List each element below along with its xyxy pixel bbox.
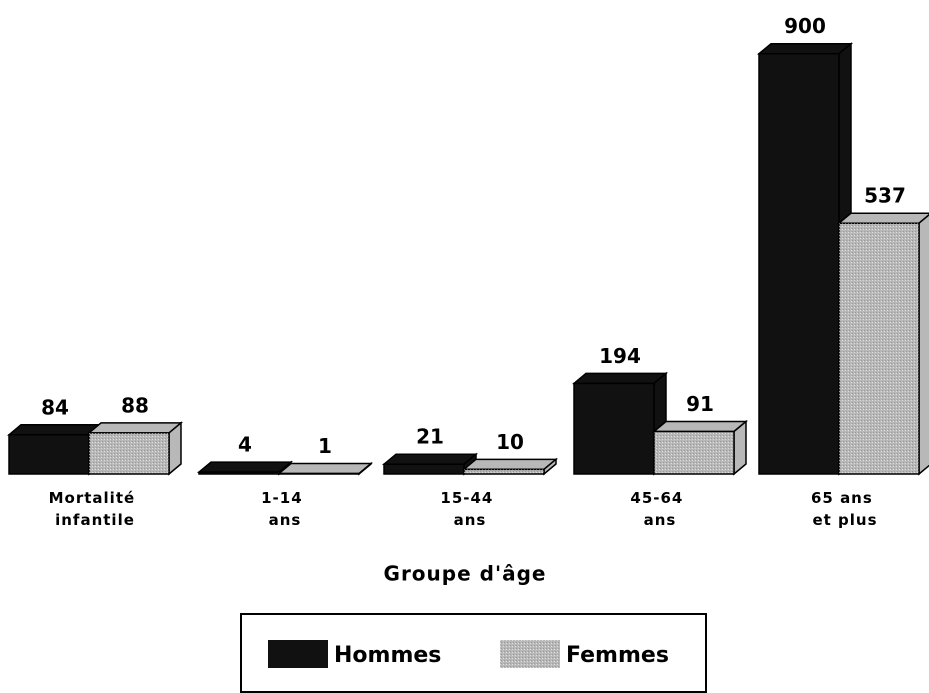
- value-label: 1: [318, 434, 332, 458]
- value-label: 10: [496, 430, 524, 454]
- value-label: 537: [864, 184, 906, 208]
- bar-texture: [464, 469, 544, 474]
- bar-top: [196, 461, 294, 473]
- bar: [6, 423, 104, 476]
- bar-top: [756, 42, 854, 55]
- bar: [836, 212, 929, 476]
- value-label: 21: [416, 425, 444, 449]
- bar-front: [198, 471, 280, 475]
- bar-top: [86, 422, 184, 434]
- bar: [756, 42, 854, 476]
- bar-top: [381, 453, 479, 465]
- bar: [276, 461, 374, 476]
- bar-texture: [89, 432, 169, 474]
- x-tick-label: 15-44 ans: [440, 489, 499, 529]
- bar-front: [383, 463, 465, 475]
- bar: [571, 371, 669, 476]
- bar-texture: [654, 431, 734, 474]
- bar: [86, 421, 184, 476]
- x-tick-label: 45-64 ans: [630, 489, 689, 529]
- legend-label: Femmes: [566, 643, 669, 668]
- value-label: 84: [41, 395, 69, 419]
- legend-texture: [500, 640, 560, 668]
- value-label: 4: [238, 433, 252, 457]
- bar-top: [276, 462, 374, 475]
- bar-texture: [839, 223, 919, 474]
- x-axis-title: Groupe d'âge: [384, 562, 547, 586]
- bar: [196, 460, 294, 476]
- bar-side: [733, 419, 747, 476]
- bar-top: [571, 372, 669, 385]
- bar-top: [651, 420, 749, 433]
- x-tick-label: Mortalité infantile: [49, 489, 142, 529]
- value-label: 88: [121, 393, 149, 417]
- legend-swatch: [268, 640, 328, 668]
- bar: [381, 452, 479, 476]
- bar-side: [168, 421, 182, 476]
- bar-top: [836, 212, 929, 224]
- bar: [461, 457, 559, 476]
- x-tick-label: 65 ans et plus: [811, 489, 879, 529]
- bar-front: [8, 434, 90, 475]
- legend-label: Hommes: [334, 643, 441, 668]
- value-label: 91: [686, 392, 714, 416]
- bar-top: [461, 458, 559, 471]
- bar-front: [758, 52, 840, 475]
- bar-top: [6, 424, 104, 436]
- value-label: 194: [599, 344, 641, 368]
- x-tick-label: 1-14 ans: [261, 489, 309, 529]
- bar: [651, 419, 749, 476]
- bar-side: [918, 213, 929, 476]
- value-label: 900: [784, 14, 826, 38]
- bar-front: [573, 382, 655, 475]
